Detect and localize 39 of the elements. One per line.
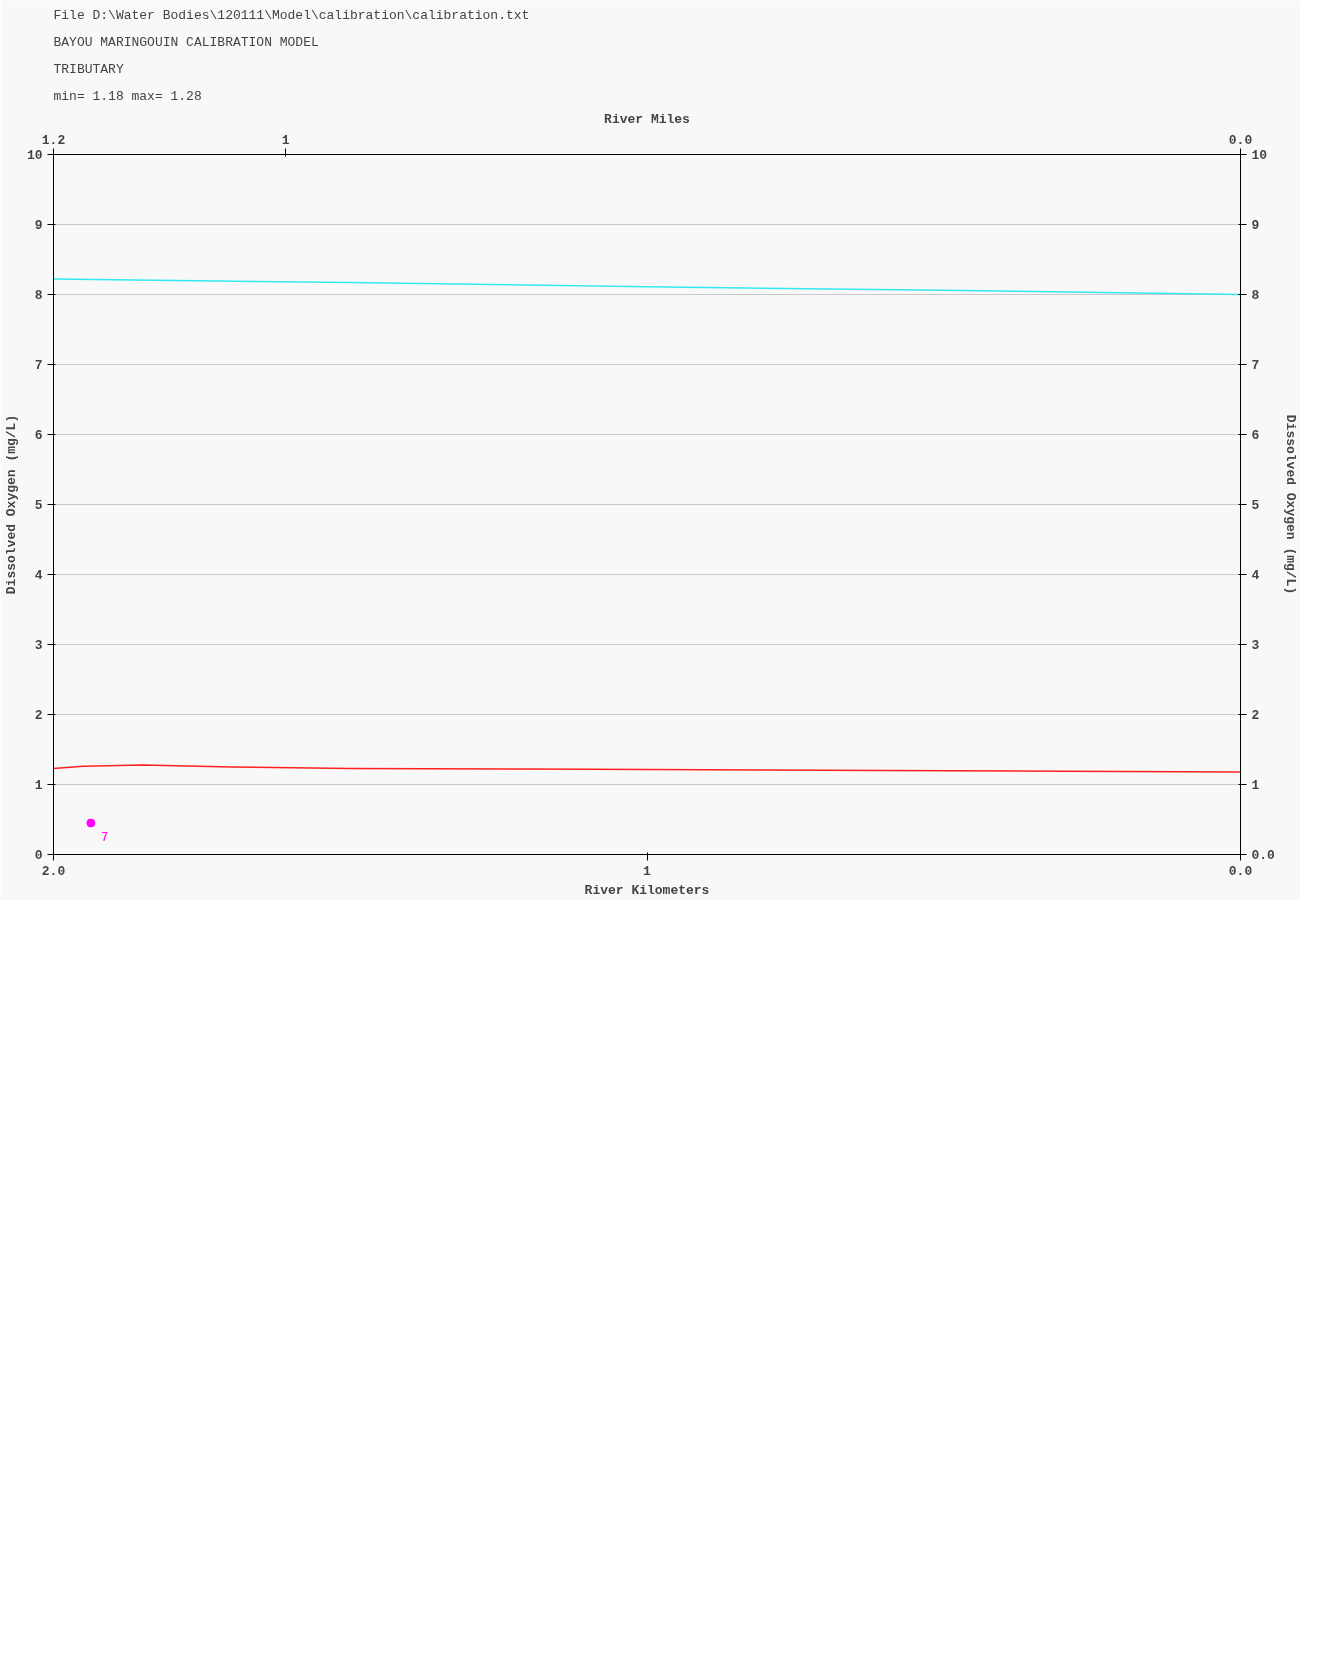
annotation: 7 xyxy=(100,831,109,845)
line-series xyxy=(53,278,1241,296)
y2-tick-label: 5 xyxy=(1251,498,1260,513)
y-tick-label: 10 xyxy=(26,148,43,163)
y-tick-label: 8 xyxy=(34,288,43,303)
x-tick-label: 1 xyxy=(643,863,652,879)
y-tick-label: 2 xyxy=(34,708,43,723)
y2-tick-label: 9 xyxy=(1251,218,1260,233)
y-tick-label: 5 xyxy=(34,498,43,513)
text: File D:\Water Bodies\120111\Model\calibration\calibration.txt xyxy=(53,7,530,23)
y-tick-label: 6 xyxy=(34,428,43,443)
line-series xyxy=(53,764,1241,773)
x2-tick-label: 0.0 xyxy=(1228,132,1253,148)
chart-title: BAYOU MARINGOUIN CALIBRATION MODEL xyxy=(53,34,319,50)
y2-tick-label: 7 xyxy=(1251,358,1260,373)
y2-tick-label: 1 xyxy=(1251,778,1260,793)
y2-tick-label: 0.0 xyxy=(1251,848,1276,863)
y-axis-title: Dissolved Oxygen (mg/L) xyxy=(3,414,19,595)
chart-subtitle: TRIBUTARY xyxy=(53,61,124,77)
y2-tick-label: 6 xyxy=(1251,428,1260,443)
y-tick-label: 7 xyxy=(34,358,43,373)
y-tick-label: 1 xyxy=(34,778,43,793)
y-tick-label: 4 xyxy=(34,568,43,583)
x2-tick-label: 1 xyxy=(281,132,290,148)
x-tick-label: 0.0 xyxy=(1228,863,1253,879)
y2-tick-label: 8 xyxy=(1251,288,1260,303)
y-tick-label: 3 xyxy=(34,638,43,653)
y-tick-label: 9 xyxy=(34,218,43,233)
y2-tick-label: 3 xyxy=(1251,638,1260,653)
x2-axis-title: River Miles xyxy=(604,111,691,127)
y2-axis-title: Dissolved Oxygen (mg/L) xyxy=(1282,414,1298,595)
x-axis-title: River Kilometers xyxy=(584,882,710,898)
y2-tick-label: 2 xyxy=(1251,708,1260,723)
x-tick-label: 2.0 xyxy=(41,863,66,879)
y-tick-label: 0 xyxy=(34,848,43,863)
x2-tick-label: 1.2 xyxy=(41,132,66,148)
y2-tick-label: 4 xyxy=(1251,568,1260,583)
text: min= 1.18 max= 1.28 xyxy=(53,88,202,104)
y2-tick-label: 10 xyxy=(1251,148,1268,163)
